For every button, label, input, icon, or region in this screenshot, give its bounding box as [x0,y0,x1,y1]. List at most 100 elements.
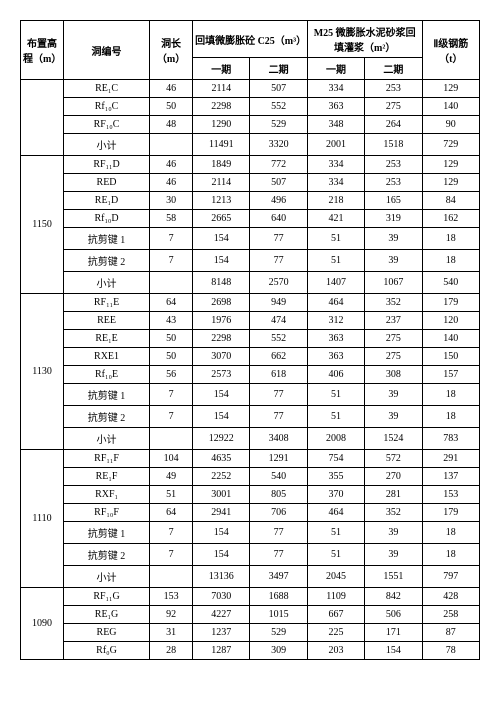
steel-cell: 78 [422,642,479,660]
m25-phase1-cell: 334 [307,80,364,98]
c25-phase1-cell: 1290 [193,116,250,134]
table-row: 抗剪键 1715477513918 [21,228,480,250]
m25-phase2-cell: 506 [365,606,422,624]
length-cell: 50 [150,348,193,366]
steel-cell: 797 [422,566,479,588]
table-row: 1110RF₁₁F10446351291754572291 [21,450,480,468]
elevation-cell: 1090 [21,588,64,660]
c25-phase2-cell: 772 [250,156,307,174]
steel-cell: 129 [422,80,479,98]
table-row: Rf₀G28128730920315478 [21,642,480,660]
header-c25: 回填微膨胀砼 C25（m³） [193,21,308,58]
length-cell: 153 [150,588,193,606]
tunnel-code-cell: 小计 [64,134,150,156]
tunnel-code-cell: Rf₀G [64,642,150,660]
c25-phase2-cell: 474 [250,312,307,330]
steel-cell: 291 [422,450,479,468]
table-row: RF₁₀F642941706464352179 [21,504,480,522]
c25-phase2-cell: 77 [250,522,307,544]
length-cell: 50 [150,330,193,348]
c25-phase1-cell: 4635 [193,450,250,468]
length-cell: 92 [150,606,193,624]
length-cell: 48 [150,116,193,134]
tunnel-code-cell: 抗剪键 2 [64,406,150,428]
tunnel-code-cell: RE₁F [64,468,150,486]
length-cell [150,134,193,156]
c25-phase2-cell: 618 [250,366,307,384]
m25-phase1-cell: 218 [307,192,364,210]
m25-phase1-cell: 51 [307,228,364,250]
length-cell: 46 [150,174,193,192]
c25-phase1-cell: 3001 [193,486,250,504]
elevation-cell: 1150 [21,156,64,294]
steel-cell: 129 [422,156,479,174]
c25-phase1-cell: 7030 [193,588,250,606]
table-row: RE₁E502298552363275140 [21,330,480,348]
tunnel-code-cell: RF₁₀C [64,116,150,134]
tunnel-code-cell: Rf₁₀E [64,366,150,384]
tunnel-code-cell: 抗剪键 1 [64,384,150,406]
c25-phase1-cell: 2941 [193,504,250,522]
c25-phase2-cell: 706 [250,504,307,522]
m25-phase1-cell: 51 [307,522,364,544]
length-cell: 46 [150,80,193,98]
steel-cell: 120 [422,312,479,330]
c25-phase2-cell: 662 [250,348,307,366]
table-row: 抗剪键 2715477513918 [21,250,480,272]
m25-phase1-cell: 421 [307,210,364,228]
c25-phase2-cell: 805 [250,486,307,504]
m25-phase1-cell: 464 [307,294,364,312]
c25-phase2-cell: 3408 [250,428,307,450]
c25-phase2-cell: 1688 [250,588,307,606]
m25-phase1-cell: 225 [307,624,364,642]
length-cell: 56 [150,366,193,384]
length-cell: 7 [150,384,193,406]
table-row: REE431976474312237120 [21,312,480,330]
m25-phase2-cell: 39 [365,544,422,566]
tunnel-code-cell: 抗剪键 1 [64,522,150,544]
m25-phase2-cell: 39 [365,384,422,406]
steel-cell: 179 [422,504,479,522]
c25-phase1-cell: 154 [193,406,250,428]
table-row: 小计13136349720451551797 [21,566,480,588]
tunnel-code-cell: Rf₁₀C [64,98,150,116]
m25-phase1-cell: 406 [307,366,364,384]
c25-phase2-cell: 77 [250,384,307,406]
table-row: 抗剪键 1715477513918 [21,522,480,544]
c25-phase1-cell: 2252 [193,468,250,486]
header-length: 洞长（m） [150,21,193,80]
length-cell: 7 [150,406,193,428]
c25-phase2-cell: 3497 [250,566,307,588]
table-row: 抗剪键 2715477513918 [21,544,480,566]
tunnel-code-cell: RXF₁ [64,486,150,504]
m25-phase1-cell: 312 [307,312,364,330]
table-row: RED462114507334253129 [21,174,480,192]
c25-phase1-cell: 1976 [193,312,250,330]
c25-phase1-cell: 2114 [193,174,250,192]
c25-phase1-cell: 11491 [193,134,250,156]
steel-cell: 18 [422,544,479,566]
c25-phase2-cell: 529 [250,624,307,642]
c25-phase2-cell: 77 [250,544,307,566]
tunnel-code-cell: 抗剪键 2 [64,544,150,566]
tunnel-code-cell: RE₁C [64,80,150,98]
c25-phase2-cell: 77 [250,228,307,250]
c25-phase1-cell: 154 [193,228,250,250]
length-cell: 30 [150,192,193,210]
c25-phase1-cell: 154 [193,384,250,406]
length-cell: 43 [150,312,193,330]
m25-phase1-cell: 348 [307,116,364,134]
steel-cell: 137 [422,468,479,486]
c25-phase2-cell: 77 [250,406,307,428]
m25-phase2-cell: 171 [365,624,422,642]
length-cell: 104 [150,450,193,468]
length-cell: 31 [150,624,193,642]
c25-phase1-cell: 2698 [193,294,250,312]
m25-phase2-cell: 281 [365,486,422,504]
c25-phase2-cell: 507 [250,174,307,192]
table-row: 1090RF₁₁G153703016881109842428 [21,588,480,606]
elevation-cell [21,80,64,156]
c25-phase1-cell: 154 [193,544,250,566]
header-phase1-a: 一期 [193,58,250,80]
table-row: 小计12922340820081524783 [21,428,480,450]
